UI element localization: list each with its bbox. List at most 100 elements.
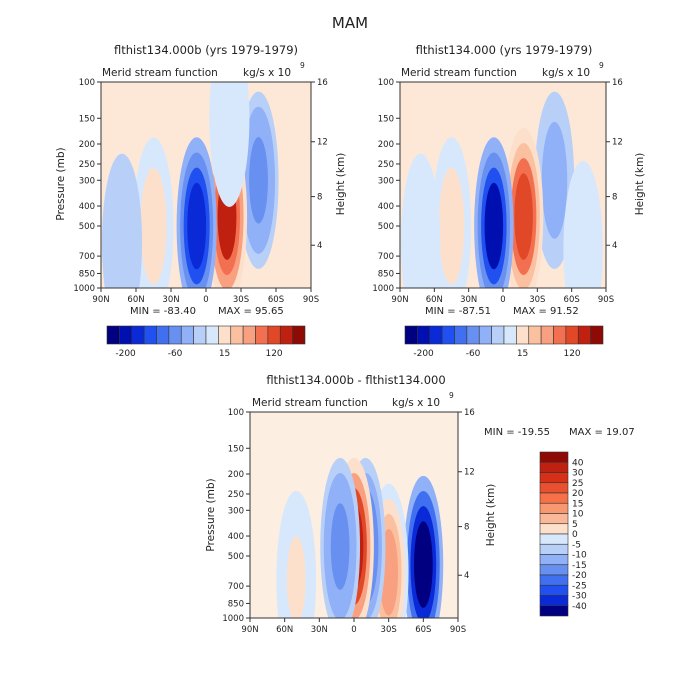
panel-3: flthist134.000b - flthist134.000 Merid s… (205, 373, 635, 617)
panel-1-ytick-label: 1000 (73, 284, 95, 294)
colorbar-swatch (590, 325, 604, 345)
colorbar-swatch (143, 325, 157, 345)
colorbar-label: -200 (115, 349, 136, 359)
panel-1-plot: 90N 60N 30N 0 30S 60S 90S 100 150 200 250 300 400 500… (73, 78, 328, 305)
panel-3-subtitle: Merid stream function (252, 397, 368, 409)
panel-2-ytick-right-label: 12 (612, 138, 623, 148)
panel-1-ytick-label: 100 (79, 78, 95, 88)
panel-3-ytick-label: 300 (228, 506, 244, 516)
panel-2-subtitle: Merid stream function (401, 67, 517, 79)
colorbar-label: -15 (572, 561, 587, 571)
colorbar-swatch (168, 325, 182, 345)
panel-2-contour-cell (442, 182, 461, 270)
panel-2-ytick-label: 200 (378, 140, 394, 150)
panel-2-xtick-label: 90S (598, 295, 614, 305)
panel-3-plot: 90N 60N 30N 0 30S 60S 90S 100 150 200 250 300 400 500… (222, 408, 474, 635)
colorbar-label: -10 (572, 551, 587, 561)
colorbar-swatch (156, 325, 170, 345)
panel-3-ytick-label: 250 (228, 490, 244, 500)
panel-1-xtick-label: 30N (162, 295, 179, 305)
colorbar-swatch (539, 554, 569, 566)
colorbar-label: -200 (413, 349, 434, 359)
panel-3-xtick-label: 0 (351, 625, 356, 635)
page-title: MAM (332, 14, 368, 32)
panel-3-xtick-label: 30N (311, 625, 328, 635)
panel-1-ytick-right-label: 12 (317, 138, 328, 148)
colorbar-label: 10 (572, 510, 584, 520)
colorbar-swatch (539, 513, 569, 525)
colorbar-swatch (539, 472, 569, 484)
panel-2-xtick-label: 30S (529, 295, 545, 305)
panel-2-contour-cell (484, 182, 504, 270)
colorbar-swatch (292, 325, 306, 345)
panel-2-contour-cell (514, 173, 533, 260)
colorbar-swatch (205, 325, 219, 345)
colorbar-swatch (279, 325, 293, 345)
panel-2-ytick-label: 300 (378, 176, 394, 186)
colorbar-swatch (478, 325, 492, 345)
panel-2-title: flthist134.000 (yrs 1979-1979) (416, 43, 593, 57)
panel-1-contour-cell (144, 182, 163, 270)
panel-1-xtick-label: 60N (127, 295, 144, 305)
colorbar-swatch (539, 523, 569, 535)
colorbar-swatch (516, 325, 530, 345)
panel-3-units: kg/s x 10 (392, 397, 440, 409)
panel-2-xtick-label: 30N (460, 295, 477, 305)
panel-2-contour-cell (573, 206, 593, 288)
colorbar-label: 120 (265, 349, 282, 359)
panel-2-ytick-right-label: 8 (612, 193, 617, 203)
panel-2: flthist134.000 (yrs 1979-1979) Merid str… (401, 43, 646, 359)
panel-2-units: kg/s x 10 (542, 67, 590, 79)
panel-2-ytick-label: 700 (378, 252, 394, 262)
colorbar-label: -20 (572, 571, 587, 581)
colorbar-label: -5 (572, 540, 581, 550)
colorbar-swatch (528, 325, 542, 345)
panel-2-xtick-label: 60N (426, 295, 443, 305)
panel-1-xtick-label: 90S (303, 295, 319, 305)
panel-1-subtitle: Merid stream function (102, 67, 218, 79)
panel-1-xtick-label: 30S (233, 295, 249, 305)
panel-3-ytick-label: 700 (228, 582, 244, 592)
panel-3-ytick-label: 850 (228, 599, 244, 609)
colorbar-swatch (429, 325, 443, 345)
panel-2-ytick-label: 150 (378, 114, 394, 124)
colorbar-swatch (454, 325, 468, 345)
panel-1-ytick-label: 850 (79, 269, 95, 279)
colorbar-swatch (417, 325, 431, 345)
colorbar-swatch (539, 482, 569, 494)
colorbar-swatch (180, 325, 194, 345)
panel-3-contour-cell (413, 521, 433, 608)
panel-2-colorbar: -200 -60 15 120 (404, 325, 604, 359)
panel-3-contour-cell (330, 503, 350, 590)
colorbar-label: 40 (572, 458, 584, 468)
colorbar-label: 20 (572, 489, 584, 499)
colorbar-swatch (503, 325, 517, 345)
colorbar-swatch (539, 564, 569, 576)
panel-2-ytick-label: 400 (378, 202, 394, 212)
colorbar-swatch (540, 325, 554, 345)
panel-3-min: MIN = -19.55 (484, 427, 550, 438)
colorbar-label: 15 (517, 349, 528, 359)
panel-3-ytick-label: 200 (228, 470, 244, 480)
panel-2-ytick-right-label: 16 (612, 78, 623, 88)
panel-1-ylabel-right: Height (km) (335, 153, 347, 216)
panel-3-units-exp: 9 (449, 391, 454, 400)
panel-2-contour-cell (545, 137, 564, 224)
panel-2-ylabel-right: Height (km) (634, 153, 646, 216)
colorbar-label: -60 (168, 349, 183, 359)
colorbar-swatch (466, 325, 480, 345)
panel-3-xtick-label: 60S (415, 625, 431, 635)
panel-1-ytick-right-label: 16 (317, 78, 328, 88)
panel-1: flthist134.000b (yrs 1979-1979) Merid st… (55, 43, 347, 359)
panel-1-xtick-label: 60S (268, 295, 284, 305)
panel-2-contours (400, 91, 603, 288)
panel-3-ytick-label: 100 (228, 408, 244, 418)
panel-2-ytick-label: 250 (378, 160, 394, 170)
colorbar-swatch (242, 325, 256, 345)
colorbar-label: -60 (466, 349, 481, 359)
colorbar-swatch (441, 325, 455, 345)
panel-2-xtick-label: 90N (391, 295, 408, 305)
